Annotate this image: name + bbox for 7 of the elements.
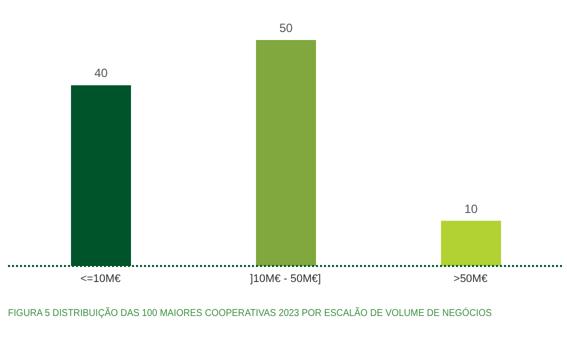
data-label: 50 — [279, 21, 293, 35]
data-label: 10 — [464, 202, 478, 216]
x-tick-label: ]10M€ - 50M€] — [250, 272, 321, 285]
x-tick-label: <=10M€ — [80, 272, 121, 285]
data-label: 40 — [94, 66, 108, 80]
x-tick-label: >50M€ — [454, 272, 488, 285]
text: FIGURA 5 DISTRIBUIÇÃO DAS 100 MAIORES COOPERATIVAS 2023 POR ESCALÃO DE VOLUME DE NEGÓCIOS — [8, 308, 492, 319]
